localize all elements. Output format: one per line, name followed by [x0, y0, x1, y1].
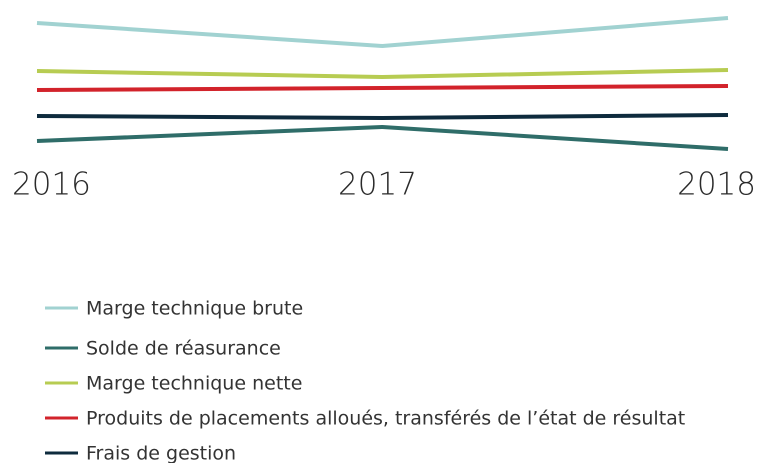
legend-label: Frais de gestion	[86, 443, 236, 463]
series-line	[36, 84, 729, 92]
legend-label: Marge technique brute	[86, 298, 303, 320]
x-tick-label: 2016	[12, 167, 91, 203]
series-line	[36, 16, 729, 49]
series-line	[36, 124, 729, 151]
x-tick-label: 2017	[338, 167, 417, 203]
x-tick-label: 2018	[677, 167, 756, 203]
legend-label: Marge technique nette	[86, 373, 302, 395]
legend-label: Solde de réasurance	[86, 338, 281, 360]
series-line	[36, 113, 729, 121]
series-line	[36, 68, 729, 80]
legend-label: Produits de placements alloués, transfér…	[86, 408, 685, 430]
